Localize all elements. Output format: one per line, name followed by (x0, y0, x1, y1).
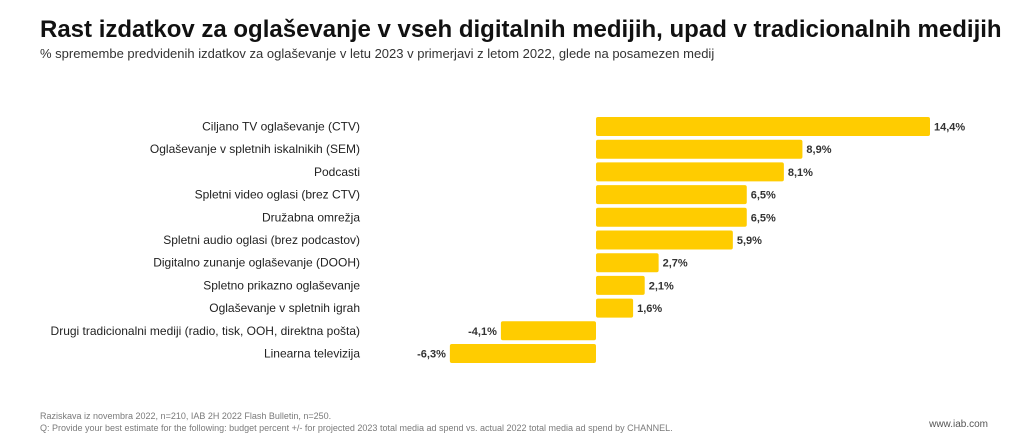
category-label-9: Drugi tradicionalni mediji (radio, tisk,… (51, 324, 360, 338)
bar-0 (596, 117, 930, 136)
category-label-10: Linearna televizija (264, 347, 360, 361)
category-label-4: Družabna omrežja (262, 210, 360, 224)
value-label-8: 1,6% (637, 303, 662, 315)
value-label-2: 8,1% (788, 167, 813, 179)
category-label-0: Ciljano TV oglaševanje (CTV) (202, 120, 360, 134)
chart-title: Rast izdatkov za oglaševanje v vseh digi… (40, 16, 1002, 43)
website-link[interactable]: www.iab.com (929, 419, 988, 430)
question-note: Q: Provide your best estimate for the fo… (40, 423, 673, 433)
category-label-5: Spletni audio oglasi (brez podcastov) (163, 233, 360, 247)
value-label-3: 6,5% (751, 190, 776, 202)
bar-4 (596, 207, 747, 227)
chart-subtitle: % spremembe predvidenih izdatkov za ogla… (40, 46, 715, 61)
bar-3 (596, 185, 747, 205)
bar-8 (596, 298, 634, 318)
category-label-8: Oglaševanje v spletnih igrah (209, 301, 360, 315)
bar-9 (500, 321, 596, 341)
source-note: Raziskava iz novembra 2022, n=210, IAB 2… (40, 411, 332, 421)
category-label-7: Spletno prikazno oglaševanje (203, 278, 360, 292)
value-label-6: 2,7% (663, 258, 688, 270)
value-label-1: 8,9% (806, 144, 831, 156)
value-label-0: 14,4% (934, 122, 965, 134)
value-label-9: -4,1% (468, 326, 497, 338)
bar-6 (596, 253, 659, 273)
value-label-4: 6,5% (751, 212, 776, 224)
category-label-6: Digitalno zunanje oglaševanje (DOOH) (153, 256, 360, 270)
value-label-10: -6,3% (417, 349, 446, 361)
value-label-5: 5,9% (737, 235, 762, 247)
bar-2 (596, 162, 784, 182)
bar-10 (449, 344, 596, 363)
value-label-7: 2,1% (649, 280, 674, 292)
category-label-2: Podcasti (314, 165, 360, 179)
category-label-1: Oglaševanje v spletnih iskalnikih (SEM) (150, 142, 360, 156)
bar-1 (596, 139, 803, 159)
category-label-3: Spletni video oglasi (brez CTV) (195, 188, 360, 202)
bar-7 (596, 275, 645, 295)
bar-5 (596, 230, 733, 250)
